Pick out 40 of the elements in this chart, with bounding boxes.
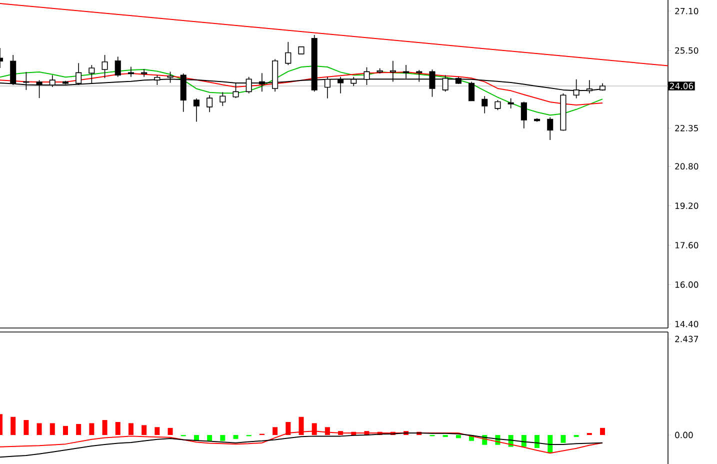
- candlestick: [220, 92, 226, 106]
- ref-line-label: 24.06: [670, 82, 694, 90]
- bar: [548, 435, 553, 454]
- candlestick: [494, 100, 501, 111]
- y-tick-label: 16.00: [675, 281, 698, 288]
- bar: [560, 435, 566, 443]
- bar: [36, 423, 42, 436]
- bar: [62, 426, 68, 436]
- y-tick-label: 19.20: [675, 202, 698, 209]
- candlestick: [102, 54, 108, 79]
- bar: [168, 428, 173, 436]
- candlestick: [285, 41, 292, 66]
- bar: [76, 424, 82, 436]
- y-tick-label: 14.40: [675, 320, 698, 328]
- bar: [220, 435, 226, 441]
- candlestick: [114, 56, 121, 78]
- bar: [10, 416, 16, 436]
- y-tick-label: 17.60: [675, 242, 698, 248]
- candlestick: [193, 98, 200, 122]
- candlestick: [547, 116, 554, 140]
- candlestick: [206, 94, 213, 113]
- bar: [50, 423, 55, 436]
- y-tick-label: 25.50: [675, 47, 698, 54]
- y-tick-label: 0.00: [675, 432, 693, 438]
- y-tick-label: 20.80: [675, 163, 698, 170]
- bar: [233, 435, 238, 439]
- bar: [534, 435, 540, 448]
- bar: [102, 420, 108, 436]
- bar: [207, 435, 212, 441]
- candlestick: [482, 96, 488, 114]
- bar: [456, 435, 461, 438]
- candlestick: [520, 101, 527, 129]
- y-tick-label: 2.437: [675, 336, 698, 342]
- bar: [89, 423, 94, 436]
- bar: [24, 420, 29, 436]
- bar: [600, 428, 606, 436]
- y-tick-label: 22.35: [675, 124, 698, 132]
- y-tick-label: 27.10: [675, 8, 698, 14]
- candlestick: [468, 81, 475, 102]
- candlestick: [508, 98, 514, 109]
